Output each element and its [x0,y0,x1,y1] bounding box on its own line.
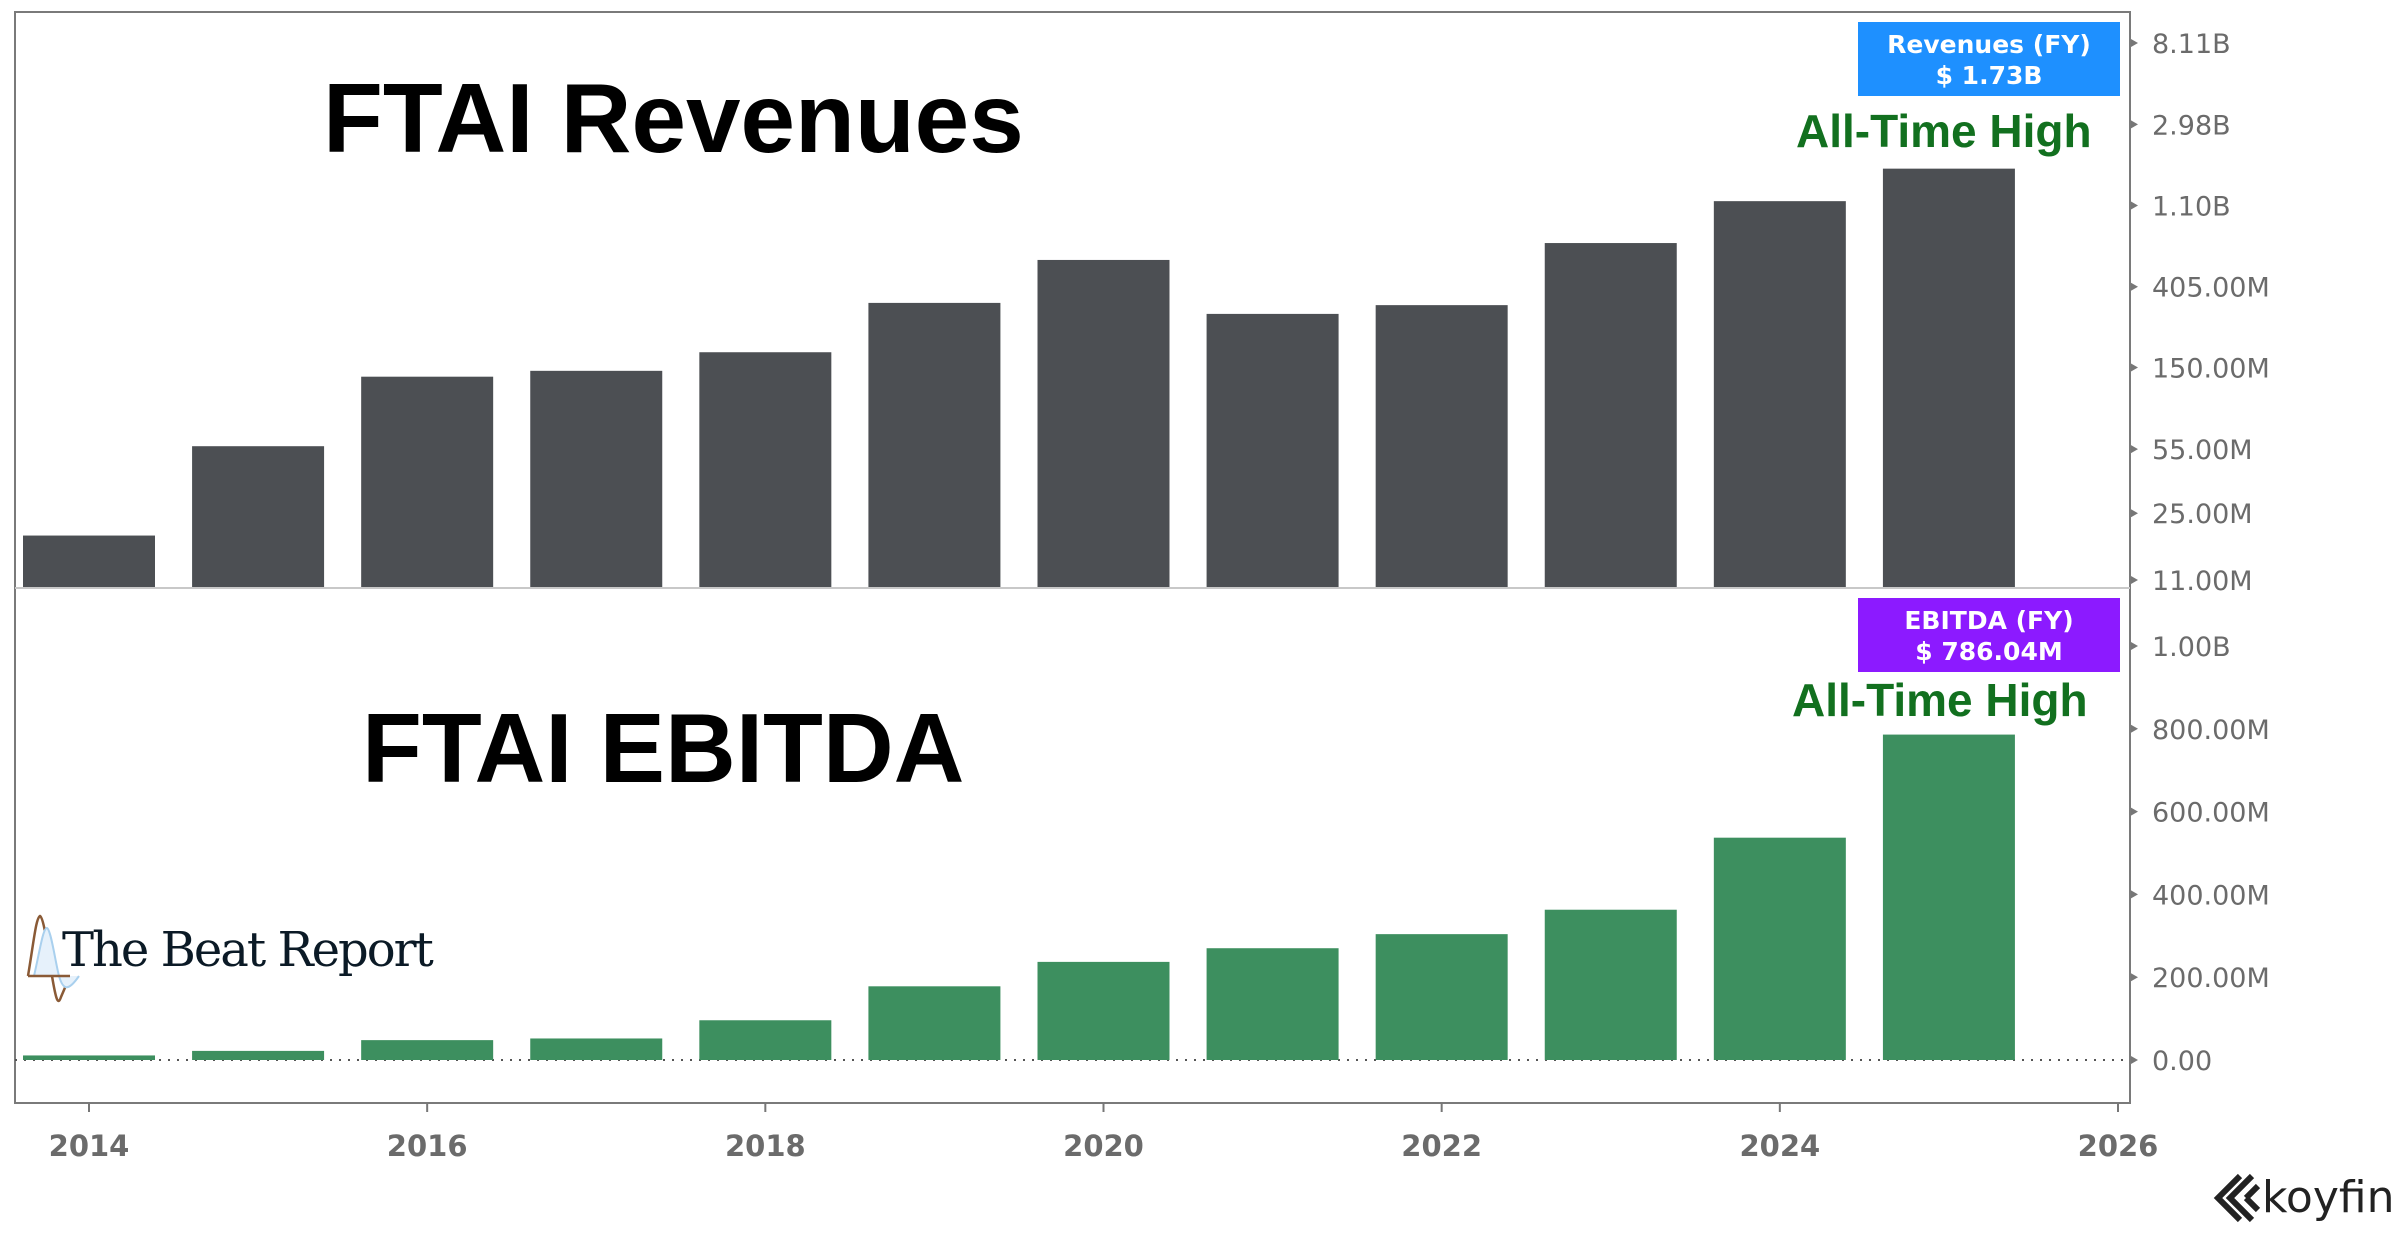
ebitda-y-tick-mark [2131,724,2138,733]
ebitda-bar-2019 [868,986,1001,1060]
plot-frame [14,11,2131,1104]
koyfin-brand: koyfin [2213,1172,2394,1223]
ebitda-y-tick-label: 0.00 [2152,1046,2212,1077]
ebitda-y-tick-mark [2131,642,2138,650]
revenue-bar-2017 [530,370,663,587]
revenue-badge-value: $ 1.73B [1936,61,2043,90]
revenue-badge-label: Revenues (FY) [1887,30,2091,59]
ebitda-y-axis: 1.00B 800.00M 600.00M 400.00M 200.00M 0.00 [2131,632,2270,1077]
x-tick-label: 2020 [1063,1129,1144,1163]
ebitda-bar-2017 [530,1038,663,1060]
revenue-y-tick-mark [2131,363,2138,372]
ebitda-bars [23,734,2015,1060]
x-tick-label: 2026 [2078,1129,2159,1163]
ebitda-bar-2024 [1713,837,1846,1060]
ebitda-all-time-high-annotation: All-Time High [1792,674,2088,726]
ebitda-y-tick-label: 400.00M [2152,880,2270,911]
revenue-bar-2024 [1713,201,1846,587]
ebitda-bar-2021 [1206,948,1339,1060]
koyfin-text: koyfin [2262,1172,2394,1223]
ebitda-badge-value: $ 786.04M [1915,637,2062,666]
revenue-last-value-badge: Revenues (FY) $ 1.73B [1858,22,2120,96]
x-tick-label: 2024 [1739,1129,1820,1163]
ebitda-bar-2014 [23,1055,155,1060]
revenue-y-tick-label: 405.00M [2152,273,2270,304]
revenue-y-tick-mark [2131,576,2138,584]
ebitda-y-tick-mark [2131,973,2138,982]
revenue-bar-2020 [1037,259,1170,587]
revenue-y-tick-label: 11.00M [2152,566,2253,597]
ebitda-y-tick-label: 800.00M [2152,715,2270,746]
the-beat-report-logo: The Beat Report [26,914,436,1003]
revenue-bar-2015 [192,446,325,587]
revenue-y-tick-mark [2131,445,2138,454]
revenue-bar-2022 [1375,305,1508,587]
ebitda-y-tick-label: 200.00M [2152,963,2270,994]
revenue-bars [23,168,2015,587]
revenue-y-tick-label: 8.11B [2152,29,2231,60]
x-tick-label: 2022 [1401,1129,1482,1163]
koyfin-logo-icon [2213,1173,2261,1223]
x-tick-label: 2016 [387,1129,468,1163]
ebitda-bar-2025 [1882,734,2015,1060]
revenue-bar-2014 [23,535,155,587]
ebitda-bar-2022 [1375,934,1508,1060]
revenue-bar-2019 [868,302,1001,587]
revenue-y-tick-label: 150.00M [2152,354,2270,385]
revenue-y-tick-label: 1.10B [2152,191,2231,222]
revenue-bar-2021 [1206,313,1339,587]
ebitda-y-tick-label: 1.00B [2152,632,2231,663]
revenue-y-axis: 8.11B 2.98B 1.10B 405.00M 150.00M 55.00M 25.00… [2131,29,2270,597]
x-tick-label: 2018 [725,1129,806,1163]
revenue-y-tick-label: 2.98B [2152,110,2231,141]
ebitda-y-tick-mark [2131,890,2138,899]
ebitda-last-value-badge: EBITDA (FY) $ 786.04M [1858,598,2120,672]
revenue-y-tick-label: 55.00M [2152,435,2253,466]
ebitda-badge-label: EBITDA (FY) [1904,606,2073,635]
ebitda-y-tick-mark [2131,807,2138,816]
revenue-y-tick-mark [2131,509,2138,518]
revenue-y-tick-mark [2131,201,2138,210]
revenue-y-tick-mark [2131,282,2138,291]
logo-text: The Beat Report [62,922,434,978]
revenue-bar-2023 [1544,243,1677,587]
ebitda-y-tick-label: 600.00M [2152,798,2270,829]
revenue-all-time-high-annotation: All-Time High [1796,105,2092,157]
revenue-y-tick-mark [2131,39,2138,47]
ebitda-bar-2018 [699,1020,832,1060]
revenue-chart-title: FTAI Revenues [323,63,1024,173]
ebitda-chart-title: FTAI EBITDA [362,693,964,803]
revenue-y-tick-mark [2131,120,2138,129]
ebitda-bar-2020 [1037,961,1170,1060]
revenue-bar-2018 [699,352,832,587]
revenue-bar-2025 [1882,168,2015,587]
ebitda-bar-2016 [361,1040,494,1060]
ebitda-y-tick-mark [2131,1056,2138,1064]
ebitda-bar-2015 [192,1050,325,1060]
x-axis: 2014 2016 2018 2020 2022 2024 2026 [49,1103,2159,1163]
revenue-y-tick-label: 25.00M [2152,499,2253,530]
revenue-bar-2016 [361,376,494,587]
ebitda-bar-2023 [1544,909,1677,1060]
x-tick-label: 2014 [49,1129,130,1163]
